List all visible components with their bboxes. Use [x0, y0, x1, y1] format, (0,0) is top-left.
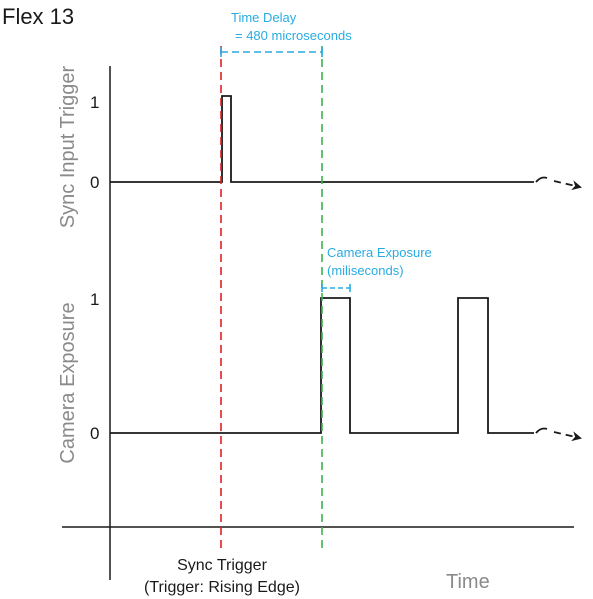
time-axis-label: Time: [446, 571, 490, 593]
camera-exposure-continuation: [535, 427, 548, 434]
bottom-tick-high: 1: [90, 290, 99, 309]
sync-trigger-mode-label: (Trigger: Rising Edge): [144, 579, 300, 596]
sync-trigger-continuation: [535, 176, 548, 183]
time-delay-label: Time Delay: [231, 10, 297, 25]
camera-exposure-annotation-unit: (miliseconds): [327, 263, 404, 278]
camera-exposure-annotation-label: Camera Exposure: [327, 245, 432, 260]
top-tick-high: 1: [90, 93, 99, 112]
diagram-title: Flex 13: [2, 4, 74, 29]
sync-trigger-arrow: [553, 180, 582, 191]
camera-exposure-signal: [110, 297, 534, 434]
top-plot-ylabel: Sync Input Trigger: [57, 66, 79, 229]
sync-trigger-signal: [110, 95, 534, 183]
time-delay-value: = 480 microseconds: [235, 28, 352, 43]
top-tick-low: 0: [90, 173, 99, 192]
bottom-tick-low: 0: [90, 424, 99, 443]
bottom-plot-ylabel: Camera Exposure: [57, 302, 79, 463]
sync-trigger-label: Sync Trigger: [177, 557, 267, 574]
camera-exposure-arrow: [553, 431, 582, 442]
